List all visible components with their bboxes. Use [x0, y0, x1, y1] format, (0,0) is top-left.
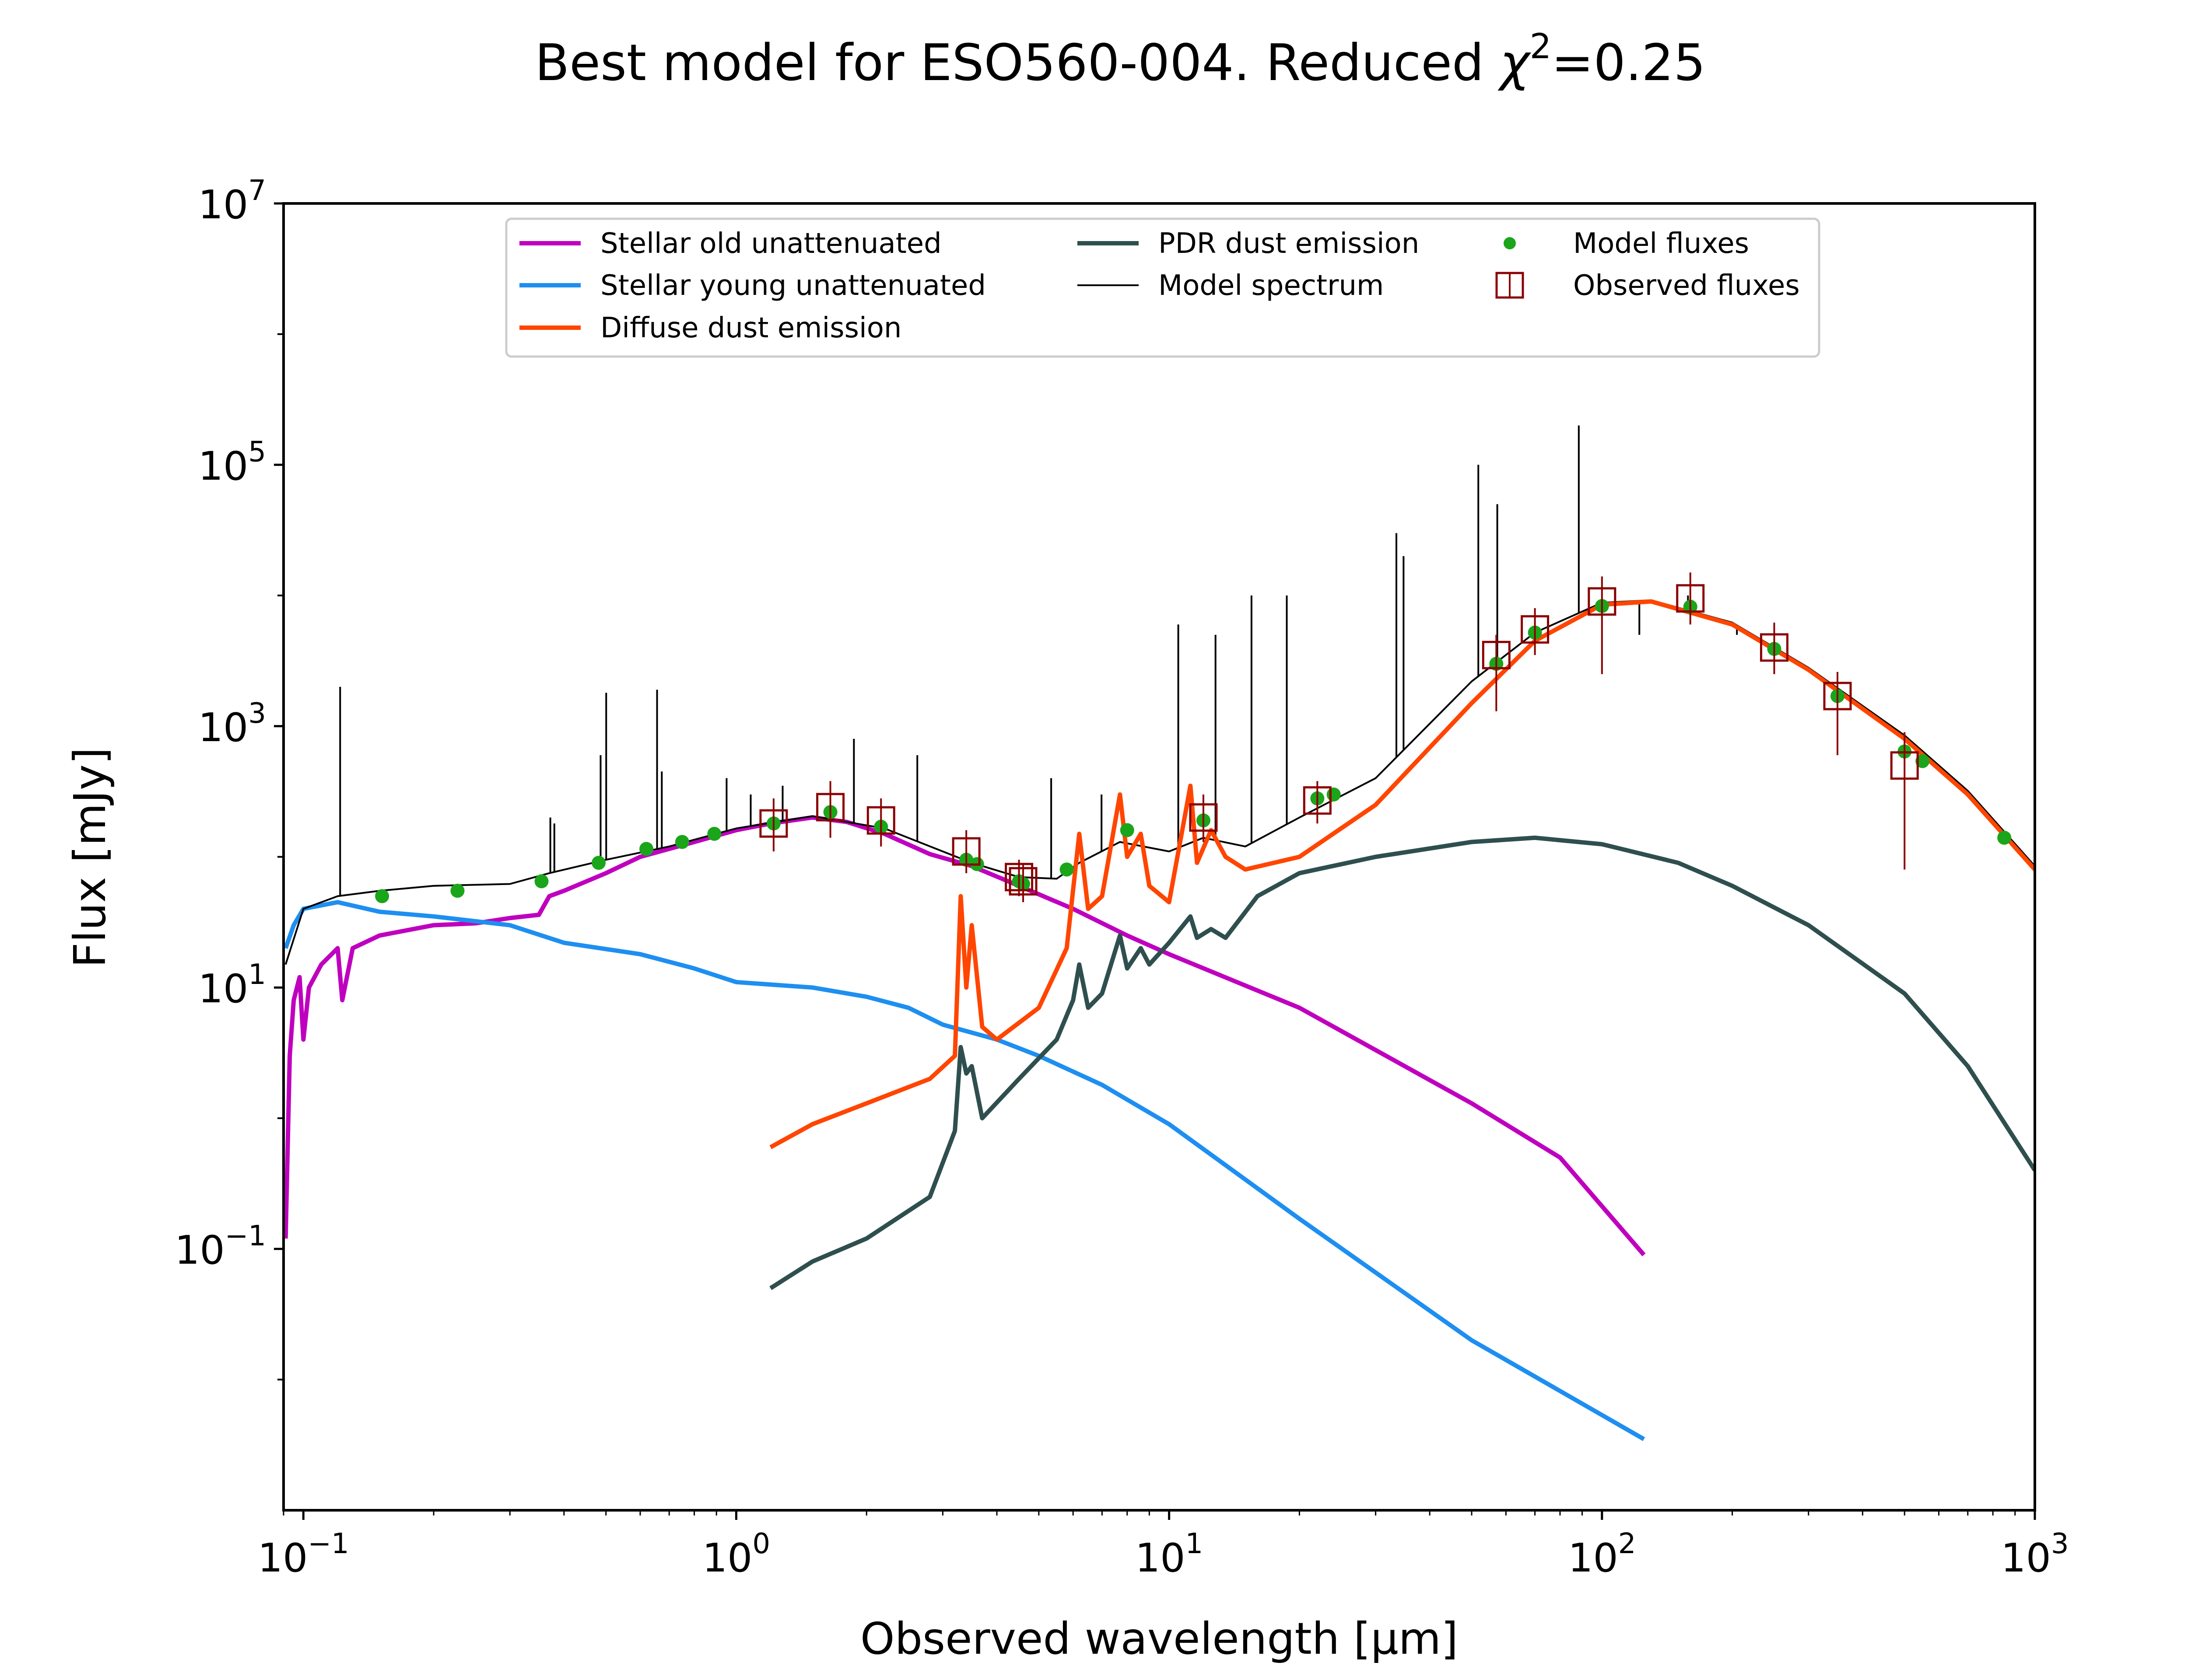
- observed-flux-point: [1009, 864, 1038, 903]
- observed-flux-marker: [1676, 584, 1705, 613]
- observed-flux-marker: [1521, 615, 1550, 644]
- x-tick-label: 100: [702, 1528, 770, 1581]
- observed-flux-point: [1521, 608, 1550, 655]
- y-tick-label: 10−1: [175, 1220, 266, 1274]
- legend-item-model-spectrum: Model spectrum: [1077, 270, 1384, 302]
- y-tick-label: 101: [198, 959, 266, 1012]
- series-line-stellar-young-unattenuated: [284, 900, 1645, 1441]
- legend-label: Diffuse dust emission: [600, 312, 901, 344]
- observed-flux-point: [1823, 672, 1852, 756]
- marker-layer: [375, 572, 2012, 903]
- observed-flux-point: [1303, 781, 1332, 824]
- model-flux-point: [375, 889, 389, 903]
- y-axis-label: Flux [mJy]: [64, 747, 116, 968]
- legend-box: [505, 217, 1820, 358]
- model-flux-point: [592, 856, 606, 870]
- observed-flux-point: [1676, 572, 1705, 625]
- title-main: Best model for ESO560-004. Reduced: [535, 34, 1500, 92]
- observed-flux-point: [759, 798, 788, 852]
- observed-flux-point: [1482, 635, 1511, 711]
- legend-label: Observed fluxes: [1573, 270, 1800, 302]
- y-axis: 10−1 101 103 105 107: [175, 175, 284, 1381]
- model-flux-point: [639, 842, 654, 856]
- observed-flux-marker: [1482, 640, 1511, 669]
- model-flux-point: [1997, 830, 2012, 845]
- legend-label: Stellar young unattenuated: [600, 270, 986, 302]
- legend-item-observed-fluxes: Observed fluxes: [1495, 270, 1800, 302]
- x-axis-label: Observed wavelength [μm]: [860, 1613, 1458, 1664]
- observed-flux-point: [952, 830, 981, 873]
- observed-flux-marker: [1009, 867, 1038, 896]
- legend-item-stellar-young-unattenuated: Stellar young unattenuated: [519, 270, 986, 302]
- observed-flux-marker: [1189, 803, 1218, 832]
- model-flux-point: [1120, 823, 1134, 837]
- observed-flux-point: [1588, 576, 1616, 674]
- model-flux-point: [534, 874, 549, 889]
- series-line-pdr-dust-emission: [769, 835, 2035, 1290]
- legend-item-diffuse-dust-emission: Diffuse dust emission: [519, 312, 901, 344]
- observed-flux-marker: [1823, 682, 1852, 710]
- model-flux-point: [1059, 862, 1074, 877]
- observed-flux-point: [1005, 860, 1034, 896]
- legend-label: Model spectrum: [1158, 270, 1384, 302]
- observed-flux-marker: [1005, 863, 1034, 892]
- model-flux-point: [1915, 754, 1930, 768]
- x-tick-label: 103: [2001, 1528, 2069, 1581]
- observed-flux-marker: [952, 837, 981, 866]
- observed-flux-point: [866, 798, 895, 847]
- model-flux-point: [707, 826, 722, 841]
- observed-flux-point: [1189, 794, 1218, 842]
- observed-flux-marker: [816, 793, 845, 822]
- x-tick-label: 102: [1568, 1528, 1636, 1581]
- series-line-diffuse-dust-emission: [769, 599, 2035, 1149]
- series-line-stellar-old-unattenuated: [284, 815, 1646, 1256]
- title-tail: =0.25: [1551, 34, 1705, 92]
- y-tick-label: 105: [198, 436, 266, 489]
- legend: Stellar old unattenuated Stellar young un…: [505, 217, 1820, 358]
- legend-item-model-fluxes: Model fluxes: [1504, 228, 1749, 260]
- x-axis: 10−1 100 101 102 103: [258, 1510, 2069, 1581]
- title-sup: 2: [1530, 27, 1552, 66]
- y-tick-label: 103: [198, 697, 266, 751]
- model-flux-point: [1326, 787, 1341, 802]
- observed-flux-marker: [1303, 786, 1332, 815]
- observed-flux-marker: [1890, 751, 1919, 780]
- observed-flux-point: [1760, 623, 1788, 674]
- legend-label: Stellar old unattenuated: [600, 228, 942, 260]
- x-tick-label: 101: [1135, 1528, 1203, 1581]
- observed-flux-marker: [1588, 587, 1616, 616]
- observed-flux-marker: [1760, 633, 1788, 662]
- model-flux-point: [450, 884, 465, 898]
- y-tick-label: 107: [198, 175, 266, 228]
- observed-flux-point: [816, 781, 845, 838]
- series-layer: [284, 425, 2035, 1441]
- legend-item-stellar-old-unattenuated: Stellar old unattenuated: [519, 228, 942, 260]
- legend-label: Model fluxes: [1573, 228, 1749, 260]
- x-tick-label: 10−1: [258, 1528, 349, 1581]
- observed-flux-marker: [759, 809, 788, 838]
- legend-swatch: [1495, 272, 1524, 299]
- observed-flux-point: [1890, 732, 1919, 870]
- model-flux-point: [675, 835, 689, 849]
- legend-label: PDR dust emission: [1158, 228, 1419, 260]
- legend-swatch: [1504, 237, 1516, 249]
- legend-item-pdr-dust-emission: PDR dust emission: [1077, 228, 1419, 260]
- observed-flux-marker: [866, 806, 895, 835]
- title-chi: χ: [1497, 34, 1532, 92]
- chart-title: Best model for ESO560-004. Reduced χ2=0.…: [535, 27, 1705, 92]
